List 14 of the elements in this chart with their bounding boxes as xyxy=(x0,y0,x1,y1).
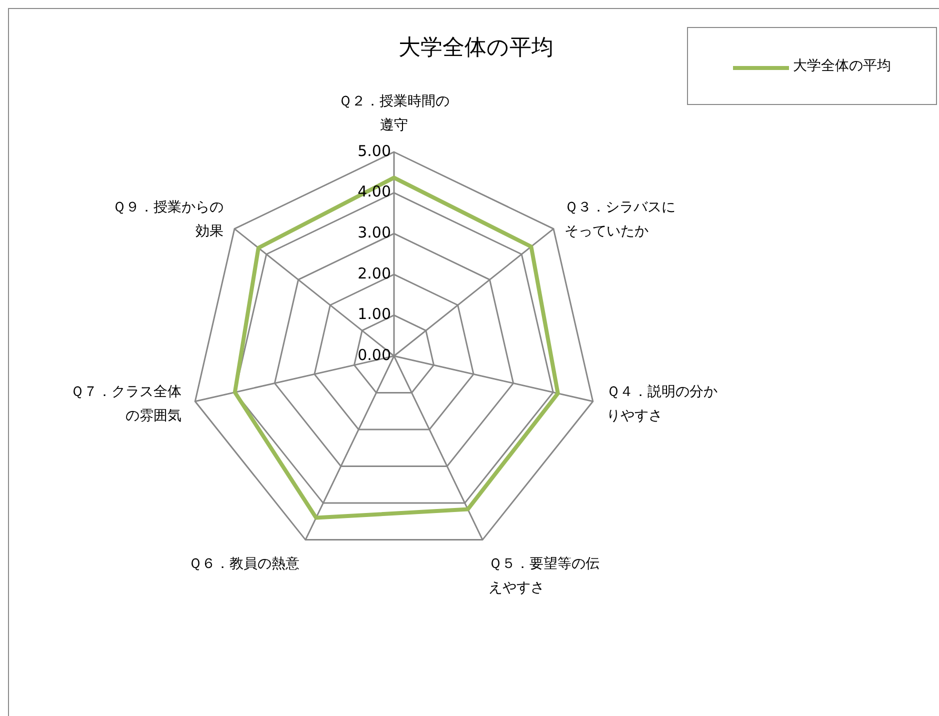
y-tick-label: 3.00 xyxy=(358,223,391,242)
y-tick-label: 2.00 xyxy=(358,264,391,282)
spoke-label: Ｑ５．要望等の伝えやすさ xyxy=(488,556,600,596)
spoke-label: Ｑ７．クラス全体の雰囲気 xyxy=(70,384,182,424)
y-tick-label: 1.00 xyxy=(358,305,391,324)
y-tick-label: 0.00 xyxy=(358,346,391,364)
spoke-label: Ｑ４．説明の分かりやすさ xyxy=(606,384,718,424)
spoke-label: Ｑ６．教員の熱意 xyxy=(188,556,300,572)
chart-title: 大学全体の平均 xyxy=(398,36,554,61)
legend-label: 大学全体の平均 xyxy=(792,57,891,75)
spoke-label: Ｑ３．シラバスにそっていたか xyxy=(564,200,676,240)
y-tick-label: 5.00 xyxy=(358,142,391,160)
spoke-label: Ｑ９．授業からの効果 xyxy=(112,200,224,240)
spoke-label: Ｑ２．授業時間の遵守 xyxy=(338,94,450,134)
